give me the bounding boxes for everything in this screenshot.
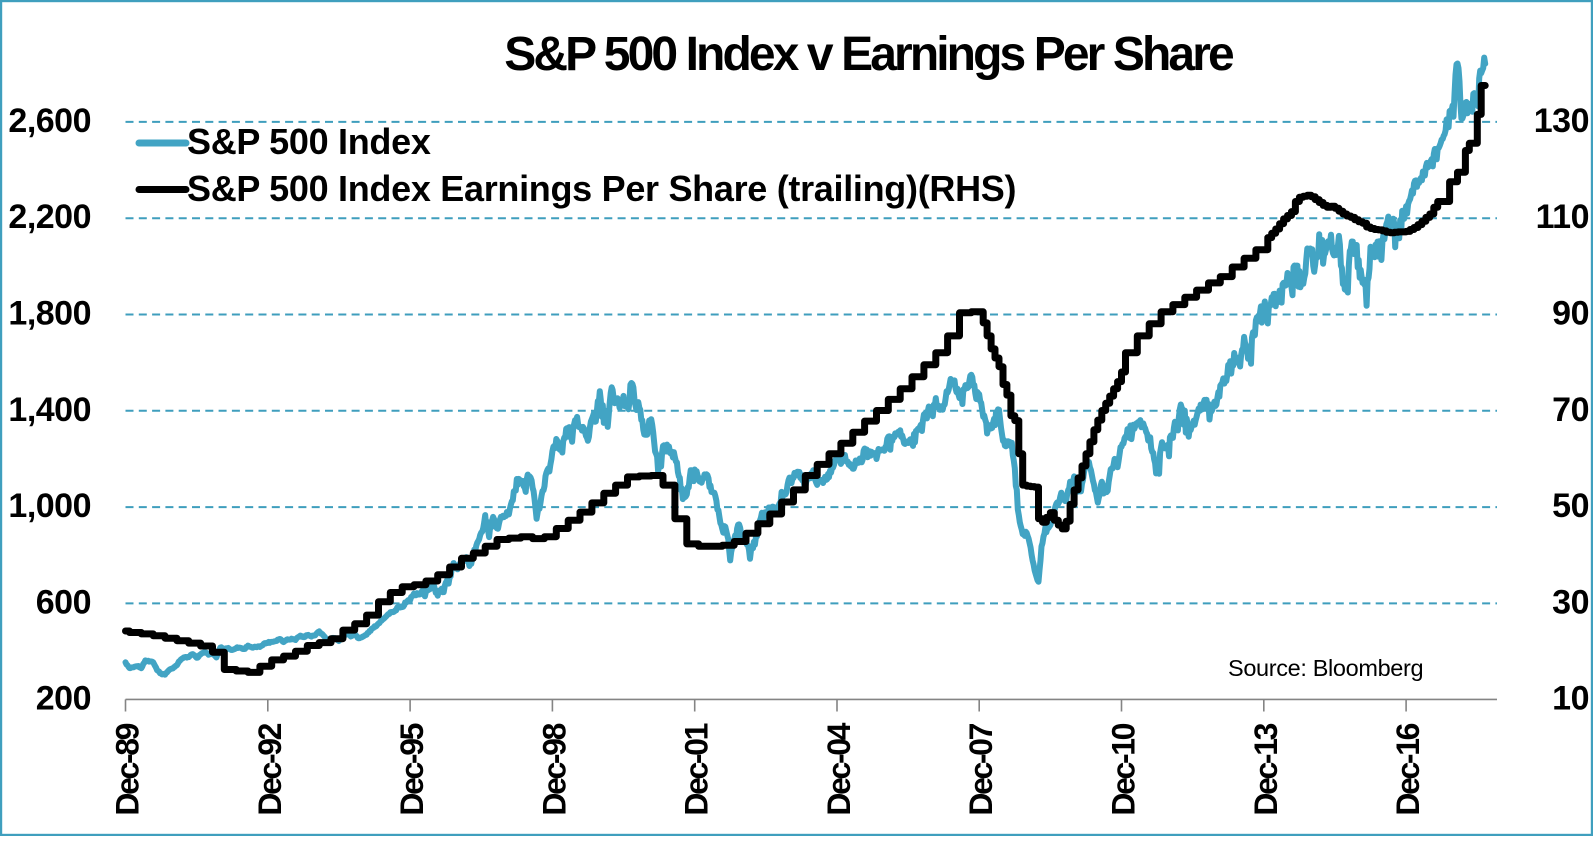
svg-text:30: 30: [1552, 583, 1589, 621]
svg-text:600: 600: [36, 583, 91, 621]
svg-text:130: 130: [1534, 102, 1589, 140]
svg-text:Dec-98: Dec-98: [536, 723, 572, 815]
svg-text:Dec-04: Dec-04: [821, 722, 857, 815]
svg-text:1,800: 1,800: [8, 295, 91, 333]
svg-text:S&P 500 Index v Earnings Per S: S&P 500 Index v Earnings Per Share: [504, 28, 1234, 81]
svg-text:S&P 500 Index: S&P 500 Index: [187, 121, 431, 162]
svg-text:Dec-89: Dec-89: [110, 723, 146, 815]
svg-text:Dec-92: Dec-92: [252, 723, 288, 815]
svg-text:Dec-16: Dec-16: [1390, 723, 1426, 815]
svg-text:2,200: 2,200: [8, 198, 91, 236]
svg-text:10: 10: [1552, 680, 1589, 718]
svg-text:Source: Bloomberg: Source: Bloomberg: [1228, 655, 1423, 681]
svg-text:200: 200: [36, 680, 91, 718]
svg-text:110: 110: [1536, 198, 1589, 236]
svg-text:S&P 500 Index Earnings Per Sha: S&P 500 Index Earnings Per Share (traili…: [187, 168, 1016, 209]
svg-text:Dec-01: Dec-01: [679, 723, 715, 815]
svg-text:Dec-10: Dec-10: [1106, 723, 1142, 815]
svg-text:50: 50: [1552, 487, 1589, 525]
svg-text:Dec-13: Dec-13: [1248, 723, 1284, 815]
svg-text:1,000: 1,000: [8, 487, 91, 525]
svg-text:70: 70: [1552, 391, 1589, 429]
svg-text:90: 90: [1552, 295, 1589, 333]
svg-text:Dec-07: Dec-07: [963, 723, 999, 815]
svg-text:Dec-95: Dec-95: [394, 723, 430, 815]
svg-text:1,400: 1,400: [8, 391, 91, 429]
svg-text:2,600: 2,600: [8, 102, 91, 140]
